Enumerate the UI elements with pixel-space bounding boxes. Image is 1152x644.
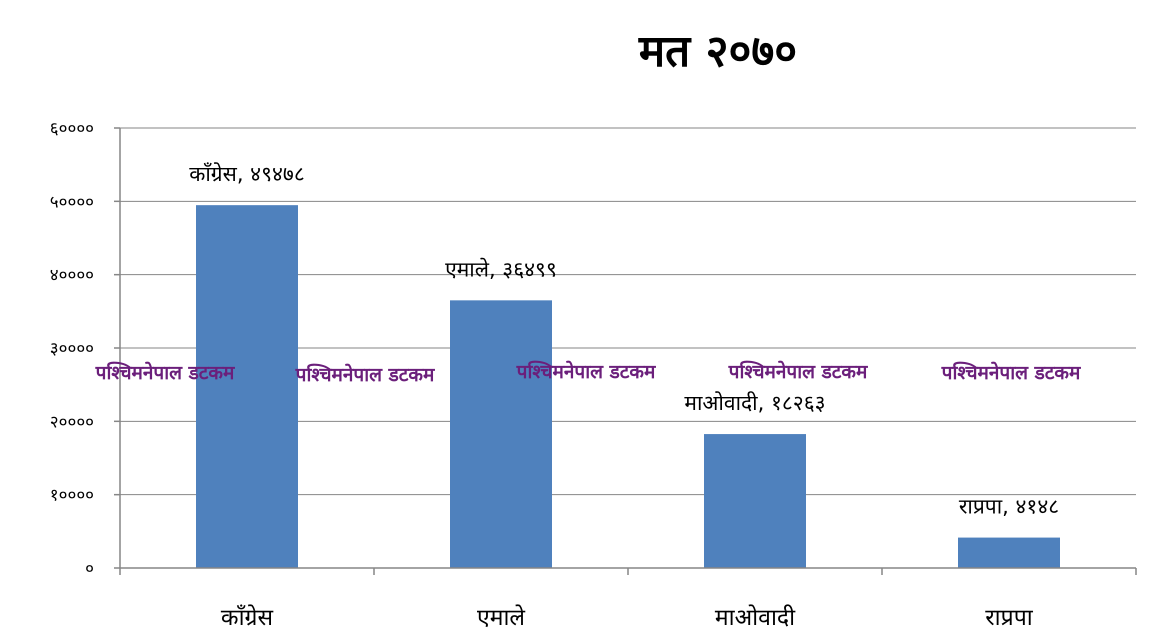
chart-title: मत २०७० bbox=[638, 26, 797, 77]
bar bbox=[704, 434, 806, 568]
y-tick-label: ० bbox=[85, 559, 94, 579]
data-label: राप्रपा, ४१४८ bbox=[959, 495, 1059, 519]
y-tick-label: ६०००० bbox=[50, 119, 94, 139]
watermark-text: पश्चिमनेपाल डटकम bbox=[95, 361, 235, 384]
x-tick-label: काँग्रेस bbox=[221, 604, 274, 631]
x-tick-label: माओवादी bbox=[715, 604, 796, 631]
bar bbox=[958, 537, 1060, 568]
bars bbox=[196, 205, 1060, 569]
y-tick-label: ३०००० bbox=[50, 339, 94, 359]
x-axis-ticks: काँग्रेस एमाले माओवादी राप्रपा bbox=[221, 604, 1034, 631]
axes bbox=[119, 128, 1137, 575]
watermark-text: पश्चिमनेपाल डटकम bbox=[516, 360, 656, 383]
y-tick-label: ५०००० bbox=[50, 192, 94, 212]
watermark-text: पश्चिमनेपाल डटकम bbox=[295, 363, 435, 386]
y-tick-label: १०००० bbox=[50, 486, 94, 506]
y-axis-ticks: ० १०००० २०००० ३०००० ४०००० ५०००० ६०००० bbox=[50, 119, 120, 579]
x-tick-label: राप्रपा bbox=[985, 605, 1034, 631]
y-tick-label: २०००० bbox=[50, 412, 94, 432]
watermark-text: पश्चिमनेपाल डटकम bbox=[941, 361, 1081, 384]
y-tick-label: ४०००० bbox=[50, 266, 94, 286]
data-labels: काँग्रेस, ४९४७८ एमाले, ३६४९९ माओवादी, १८२६… bbox=[189, 162, 1059, 518]
watermarks: पश्चिमनेपाल डटकम पश्चिमनेपाल डटकम पश्चिमने… bbox=[95, 360, 1081, 386]
x-tick-label: एमाले bbox=[477, 604, 525, 631]
data-label: माओवादी, १८२६३ bbox=[684, 391, 825, 415]
watermark-text: पश्चिमनेपाल डटकम bbox=[728, 360, 868, 383]
bar bbox=[196, 205, 298, 569]
data-label: काँग्रेस, ४९४७८ bbox=[189, 162, 305, 186]
data-label: एमाले, ३६४९९ bbox=[445, 257, 557, 281]
bar bbox=[450, 300, 552, 568]
